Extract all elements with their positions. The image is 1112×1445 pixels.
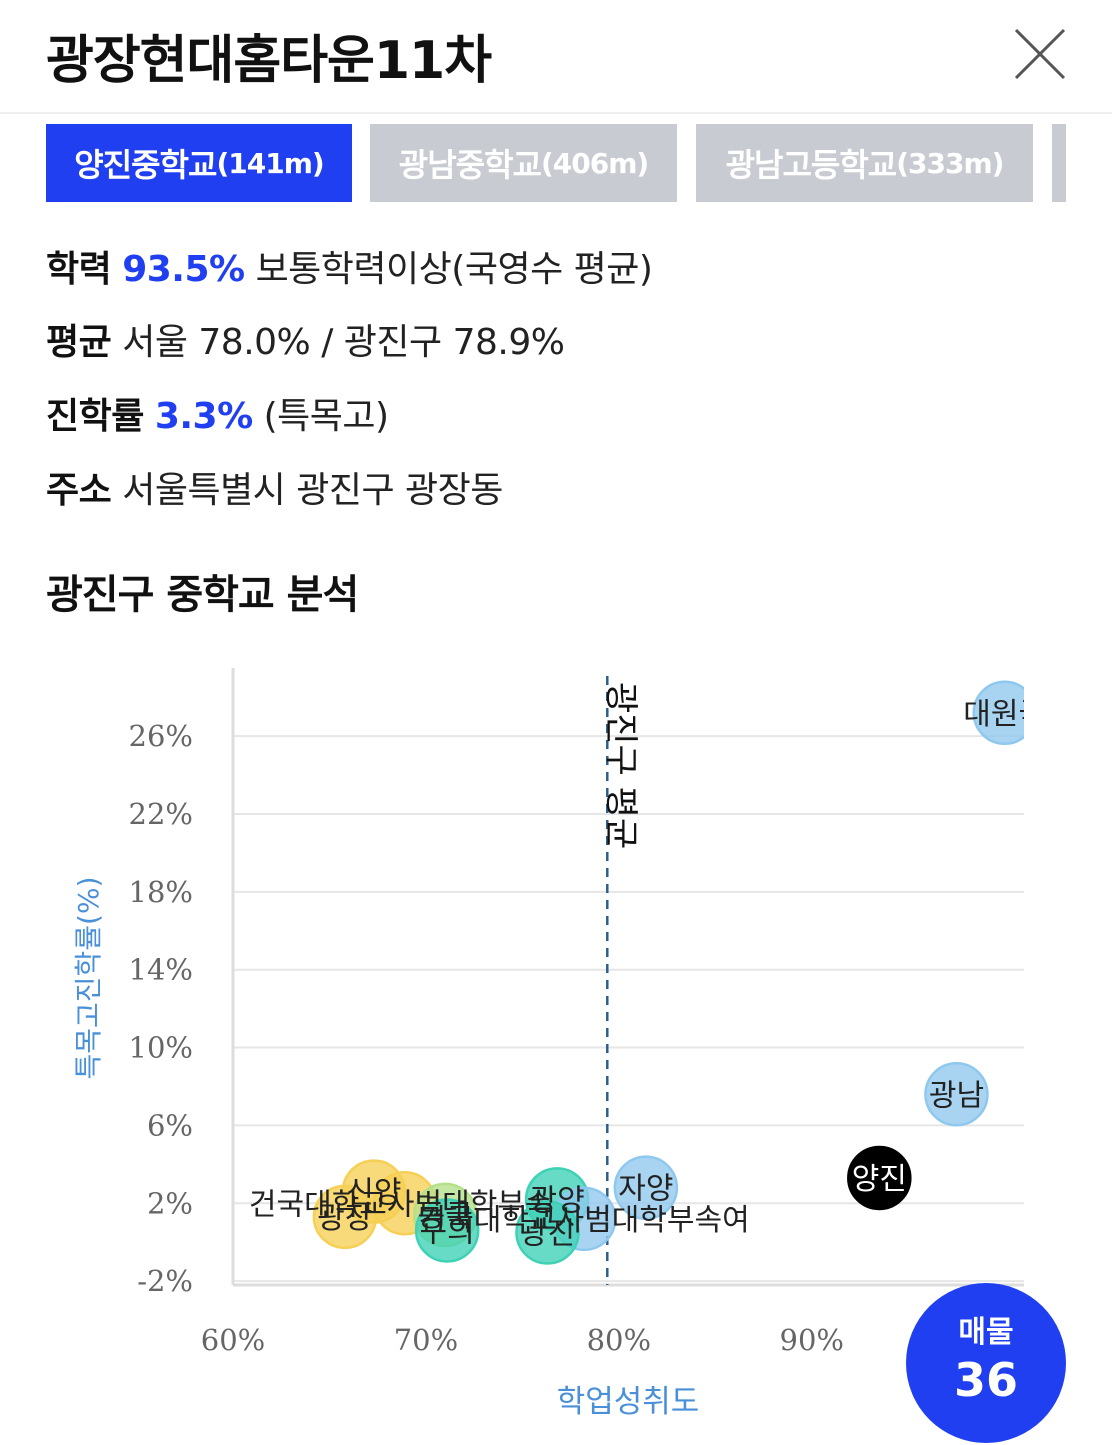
school-bubble	[515, 1200, 580, 1265]
achievement-desc: 보통학력이상(국영수 평균)	[255, 249, 653, 290]
y-tick-label: -2%	[137, 1264, 193, 1298]
school-label: 대원국	[963, 697, 1046, 732]
listing-count-button[interactable]: 매물 36	[906, 1283, 1066, 1443]
close-icon[interactable]	[1008, 22, 1072, 86]
school-label: 광남	[929, 1078, 984, 1113]
school-label: 자양	[618, 1172, 673, 1207]
school-label: 광양	[530, 1183, 585, 1218]
y-tick-label: 10%	[129, 1031, 193, 1065]
x-axis-title: 학업성취도	[557, 1384, 700, 1420]
school-bubble	[924, 1062, 989, 1127]
school-bubble	[613, 1155, 679, 1220]
tab-distance: (406m)	[540, 146, 649, 180]
school-bubble	[972, 680, 1024, 746]
average-reference-label: 광진구 평균	[600, 682, 640, 849]
tab-name: 광남중학교	[398, 146, 542, 184]
tab-gwangnam-middle[interactable]: 광남중학교 (406m)	[370, 124, 677, 202]
average-text: 서울 78.0% / 광진구 78.9%	[122, 322, 565, 363]
header: 광장현대홈타운11차	[0, 0, 1112, 114]
tab-distance: (333m)	[896, 146, 1004, 180]
achievement-label: 학력	[46, 249, 112, 290]
bubble-layer	[312, 680, 1024, 1265]
school-label: 양진	[852, 1162, 907, 1197]
tab-yangjin-middle[interactable]: 양진중학교 (141m)	[46, 124, 352, 202]
advancement-label: 진학률	[46, 396, 144, 437]
advancement-desc: (특목고)	[263, 396, 389, 437]
section-title: 광진구 중학교 분석	[46, 572, 359, 618]
tab-distance: (141m)	[216, 146, 324, 180]
scatter-chart: -2% 2% 6% 10% 14% 18% 22% 26% 60% 70% 80% 90% 학업성취도 특…	[72, 668, 1046, 1420]
address-label: 주소	[46, 470, 112, 511]
average-row: 평균 서울 78.0% / 광진구 78.9%	[46, 313, 565, 365]
advancement-value: 3.3%	[154, 396, 253, 437]
listing-label: 매물	[958, 1315, 1014, 1350]
average-label: 평균	[46, 322, 112, 363]
x-tick-label: 80%	[587, 1323, 651, 1357]
y-tick-label: 2%	[147, 1186, 193, 1220]
school-label: 신양	[346, 1176, 401, 1211]
school-bubble	[414, 1198, 480, 1263]
achievement-value: 93.5%	[122, 249, 245, 290]
school-label: 건국대학교사범대학부속여	[419, 1203, 750, 1238]
x-tick-label: 60%	[201, 1323, 265, 1357]
y-tick-label: 26%	[129, 719, 193, 753]
school-label: 건국대학교사범대학부속	[249, 1187, 553, 1222]
tab-name: 광남고등학교	[725, 146, 898, 184]
axis-layer: -2% 2% 6% 10% 14% 18% 22% 26% 60% 70% 80% 90% 학업성취도 특…	[72, 668, 1024, 1420]
y-tick-label: 14%	[129, 953, 193, 987]
page-title: 광장현대홈타운11차	[46, 31, 492, 91]
advancement-row: 진학률 3.3% (특목고)	[46, 387, 389, 439]
school-label: 광진	[520, 1216, 575, 1251]
school-tabs: 양진중학교 (141m) 광남중학교 (406m) 광남고등학교 (333m)	[46, 124, 1066, 202]
x-tick-label: 90%	[780, 1323, 844, 1357]
address-row: 주소 서울특별시 광진구 광장동	[46, 461, 503, 513]
school-label: 동국	[418, 1199, 473, 1234]
x-tick-label: 70%	[394, 1323, 458, 1357]
y-tick-label: 18%	[129, 875, 193, 909]
reference-line-layer: 광진구 평균	[600, 676, 640, 1285]
school-bubble	[847, 1145, 912, 1211]
achievement-row: 학력 93.5% 보통학력이상(국영수 평균)	[46, 240, 653, 292]
school-label: 광장	[317, 1201, 372, 1236]
y-tick-label: 6%	[147, 1108, 193, 1142]
tab-more[interactable]	[1052, 124, 1066, 202]
tab-name: 양진중학교	[74, 146, 217, 184]
y-axis-title: 특목고진학률(%)	[72, 876, 105, 1079]
address-text: 서울특별시 광진구 광장동	[122, 470, 503, 511]
tab-gwangnam-high[interactable]: 광남고등학교 (333m)	[696, 124, 1033, 202]
school-label: 구의	[420, 1215, 475, 1250]
school-bubble	[312, 1184, 378, 1250]
listing-count: 36	[953, 1353, 1018, 1407]
y-tick-label: 22%	[129, 797, 193, 831]
